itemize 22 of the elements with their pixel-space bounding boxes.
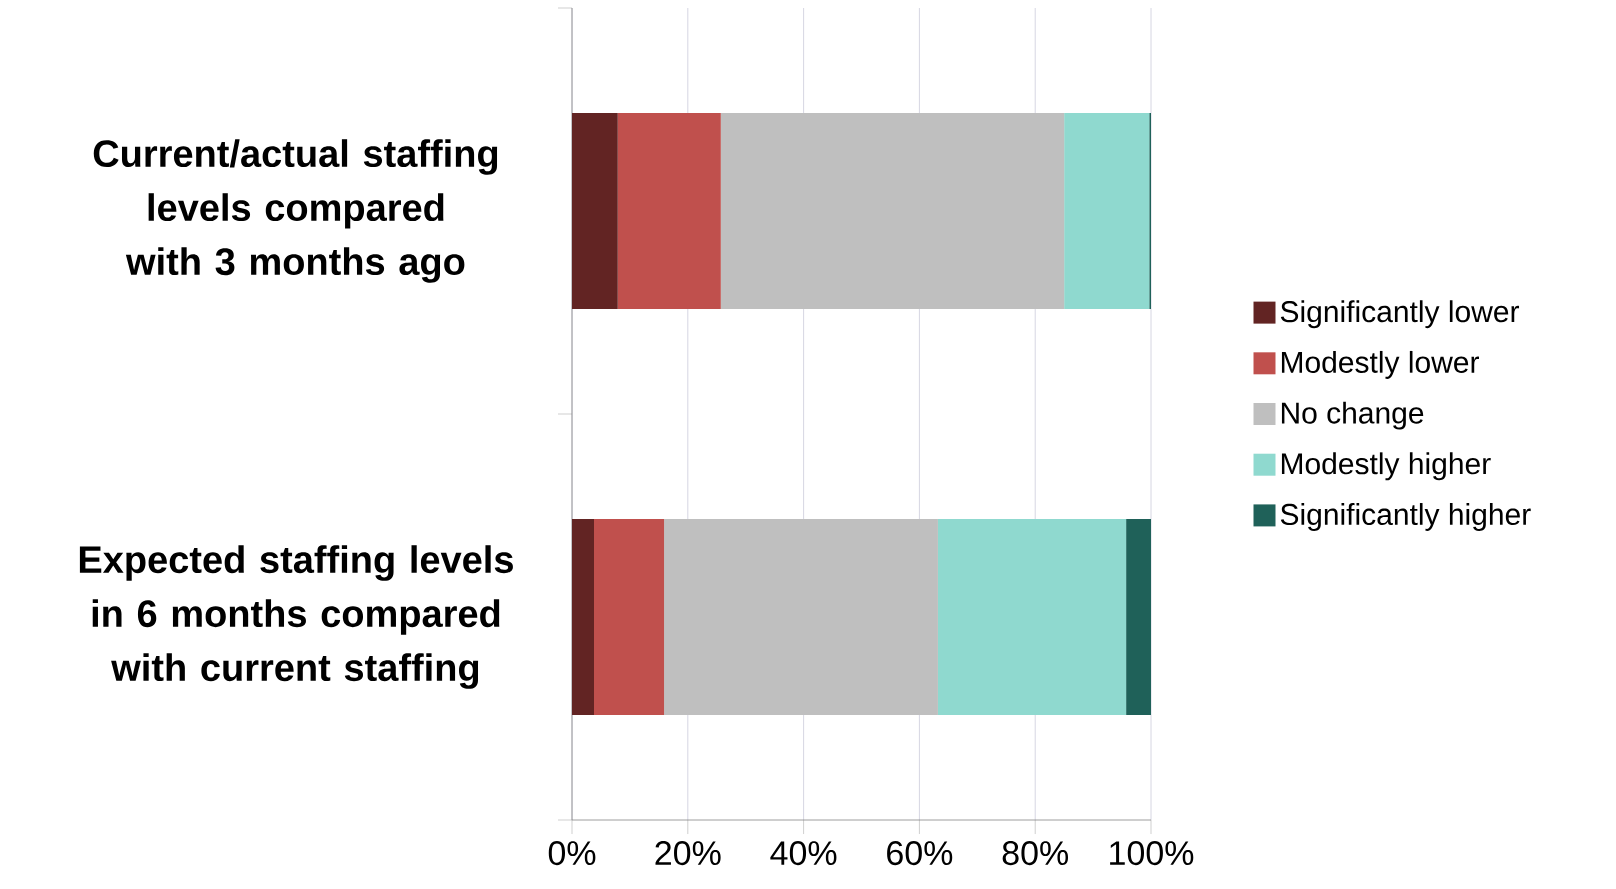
x-tick-label: 100%: [1110, 841, 1194, 866]
bar: [1126, 519, 1152, 716]
y-tick-label: Current/actual staffing levels compared with 3 months ago: [93, 139, 498, 283]
bar: [572, 519, 594, 716]
x-tick-label: 40%: [770, 841, 837, 866]
bar: [937, 519, 1127, 716]
bar: [1064, 113, 1150, 310]
legend-label: No change: [1281, 401, 1424, 430]
legend-label: Modestly higher: [1281, 452, 1491, 481]
x-tick-label: 0%: [548, 841, 596, 866]
bar: [720, 113, 1065, 310]
legend-label: Significantly lower: [1280, 300, 1520, 329]
y-tick-label: Expected staffing levels in 6 months compared with current staffing: [79, 545, 513, 689]
legend-label: Significantly higher: [1280, 503, 1531, 531]
x-tick-label: 60%: [887, 841, 953, 866]
bar: [594, 519, 665, 716]
bar: [664, 519, 938, 716]
legend-label: Modestly lower: [1281, 350, 1479, 379]
bar: [617, 113, 721, 310]
bar: [572, 113, 618, 310]
x-tick-label: 80%: [1002, 841, 1069, 866]
x-tick-label: 20%: [655, 841, 721, 866]
